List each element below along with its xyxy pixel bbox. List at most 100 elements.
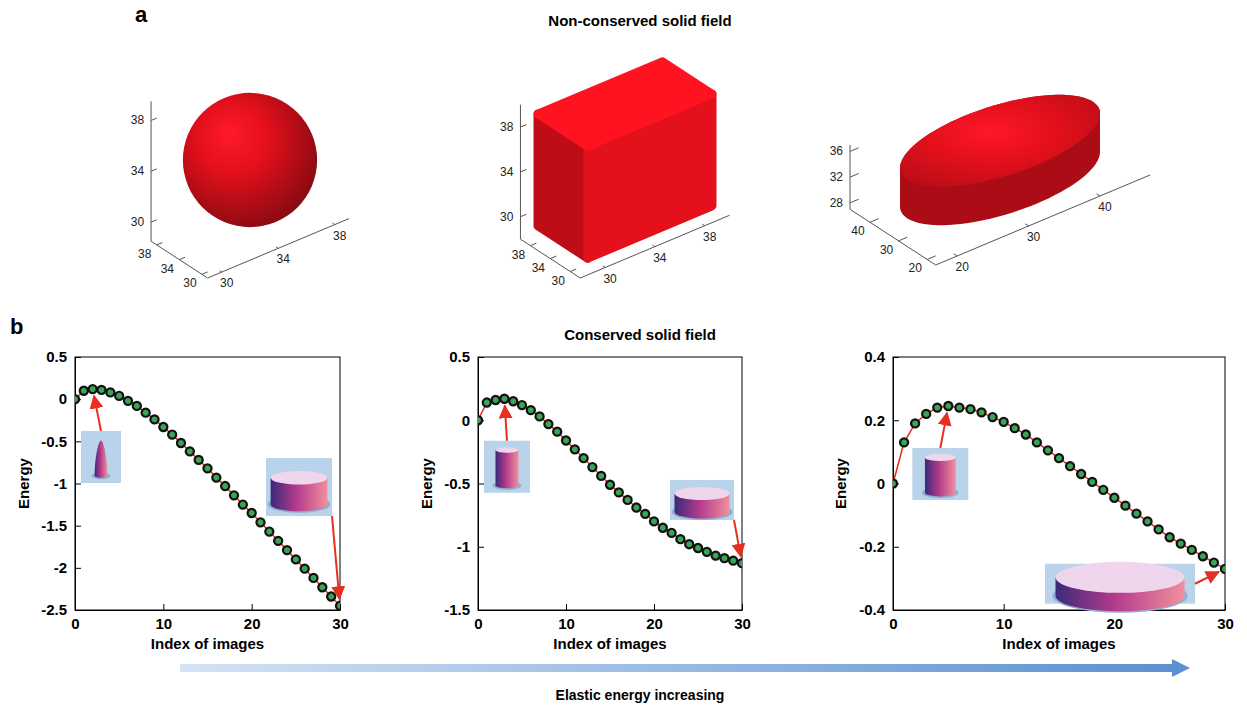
x-axis-title: Index of images	[553, 635, 666, 652]
inset-arrow	[505, 406, 507, 441]
series-marker	[203, 464, 211, 472]
x-tick	[1097, 194, 1100, 196]
y-tick	[179, 257, 185, 259]
y-tick-label: 30	[552, 274, 566, 288]
y-tick-mark	[75, 610, 81, 611]
inset-background	[81, 431, 121, 483]
series-marker	[1110, 494, 1118, 502]
y-axis: -0.4-0.200.20.4	[859, 348, 899, 618]
x-tick-label: 20	[1106, 615, 1123, 632]
disk	[900, 95, 1100, 225]
y-axis-line	[151, 241, 208, 278]
insets	[484, 441, 734, 520]
series-marker	[606, 481, 614, 489]
series-marker	[142, 409, 150, 417]
x-tick-mark	[252, 604, 253, 610]
x-tick-label: 20	[955, 260, 969, 274]
z-tick-label: 30	[131, 215, 145, 229]
x-tick	[1025, 224, 1028, 226]
series-line	[75, 389, 340, 606]
line-chart: 0102030-1.5-1-0.500.5Index of imagesEner…	[418, 348, 751, 652]
series-marker	[712, 552, 720, 560]
x-tick: 10	[558, 604, 575, 632]
y-tick-label: 34	[161, 262, 175, 276]
series-marker	[703, 548, 711, 556]
series-marker	[659, 524, 667, 532]
series-marker	[1099, 486, 1107, 494]
z-tick	[850, 174, 859, 178]
y-tick-label: -0.5	[41, 433, 67, 450]
series-marker	[309, 574, 317, 582]
x-axis: 0102030	[71, 604, 349, 632]
series-marker	[632, 503, 640, 511]
inset-nucleus-top	[1056, 562, 1185, 593]
y-tick	[202, 272, 208, 274]
y-tick-label: -1.5	[41, 517, 67, 534]
z-tick	[850, 148, 859, 152]
series-marker	[1121, 502, 1129, 510]
x-tick-mark	[340, 604, 341, 610]
series-marker	[500, 395, 508, 403]
x-tick-label: 34	[277, 252, 291, 266]
y-tick: 0	[877, 475, 899, 492]
inset-image	[670, 480, 734, 520]
series-marker	[1088, 478, 1096, 486]
series-marker	[80, 387, 88, 395]
y-tick-label: 40	[851, 224, 865, 238]
y-tick: -2	[54, 559, 81, 576]
x-tick-mark	[163, 604, 164, 610]
series-marker	[729, 557, 737, 565]
x-tick	[219, 271, 221, 272]
inset-nucleus-top	[925, 454, 956, 461]
y-tick-label: 0.5	[449, 348, 470, 365]
series-marker	[239, 501, 247, 509]
series-marker	[1077, 470, 1085, 478]
inset-arrows	[940, 413, 1218, 584]
series-marker	[588, 463, 596, 471]
series-marker	[230, 491, 238, 499]
x-tick-label: 20	[646, 615, 663, 632]
plot-marks	[893, 402, 1225, 573]
x-tick-mark	[654, 604, 655, 610]
series-marker	[900, 438, 908, 446]
series-line	[478, 399, 742, 563]
inset-nucleus-top	[271, 471, 328, 485]
series-marker	[685, 540, 693, 548]
y-axis: -1.5-1-0.500.5	[444, 348, 484, 618]
series-marker	[327, 592, 335, 600]
z-tick	[520, 169, 526, 172]
inset-nucleus-top	[674, 487, 729, 500]
z-tick-label: 32	[830, 170, 844, 184]
z-tick-label: 34	[500, 165, 514, 179]
y-tick-mark	[478, 610, 484, 611]
series-marker	[195, 456, 203, 464]
y-tick-mark	[75, 441, 81, 442]
z-tick-label: 28	[830, 196, 844, 210]
x-tick-mark	[1004, 604, 1005, 610]
y-tick-mark	[478, 357, 484, 358]
x-tick: 20	[646, 604, 663, 632]
series-marker	[738, 559, 742, 567]
trend-label: Elastic energy increasing	[556, 687, 725, 703]
y-tick: -1.5	[41, 517, 81, 534]
plot-frame	[893, 357, 1225, 610]
z-tick	[520, 214, 526, 217]
y-tick	[870, 219, 879, 223]
y-axis: -2.5-2-1.5-1-0.500.5	[41, 348, 81, 618]
x-tick-label: 10	[996, 615, 1013, 632]
series-marker	[989, 413, 997, 421]
z-tick	[151, 118, 157, 120]
y-tick-mark	[75, 357, 81, 358]
x-tick: 20	[244, 604, 261, 632]
series-marker	[922, 410, 930, 418]
surface-marks	[538, 62, 712, 259]
plot-marks	[75, 385, 340, 610]
series-line	[893, 406, 1225, 569]
cube-face-top	[538, 62, 712, 147]
x-tick: 10	[155, 604, 172, 632]
y-tick-label: -0.5	[444, 475, 470, 492]
y-tick	[157, 243, 163, 245]
y-tick	[530, 243, 536, 246]
y-tick	[899, 237, 908, 241]
series-marker	[527, 406, 535, 414]
